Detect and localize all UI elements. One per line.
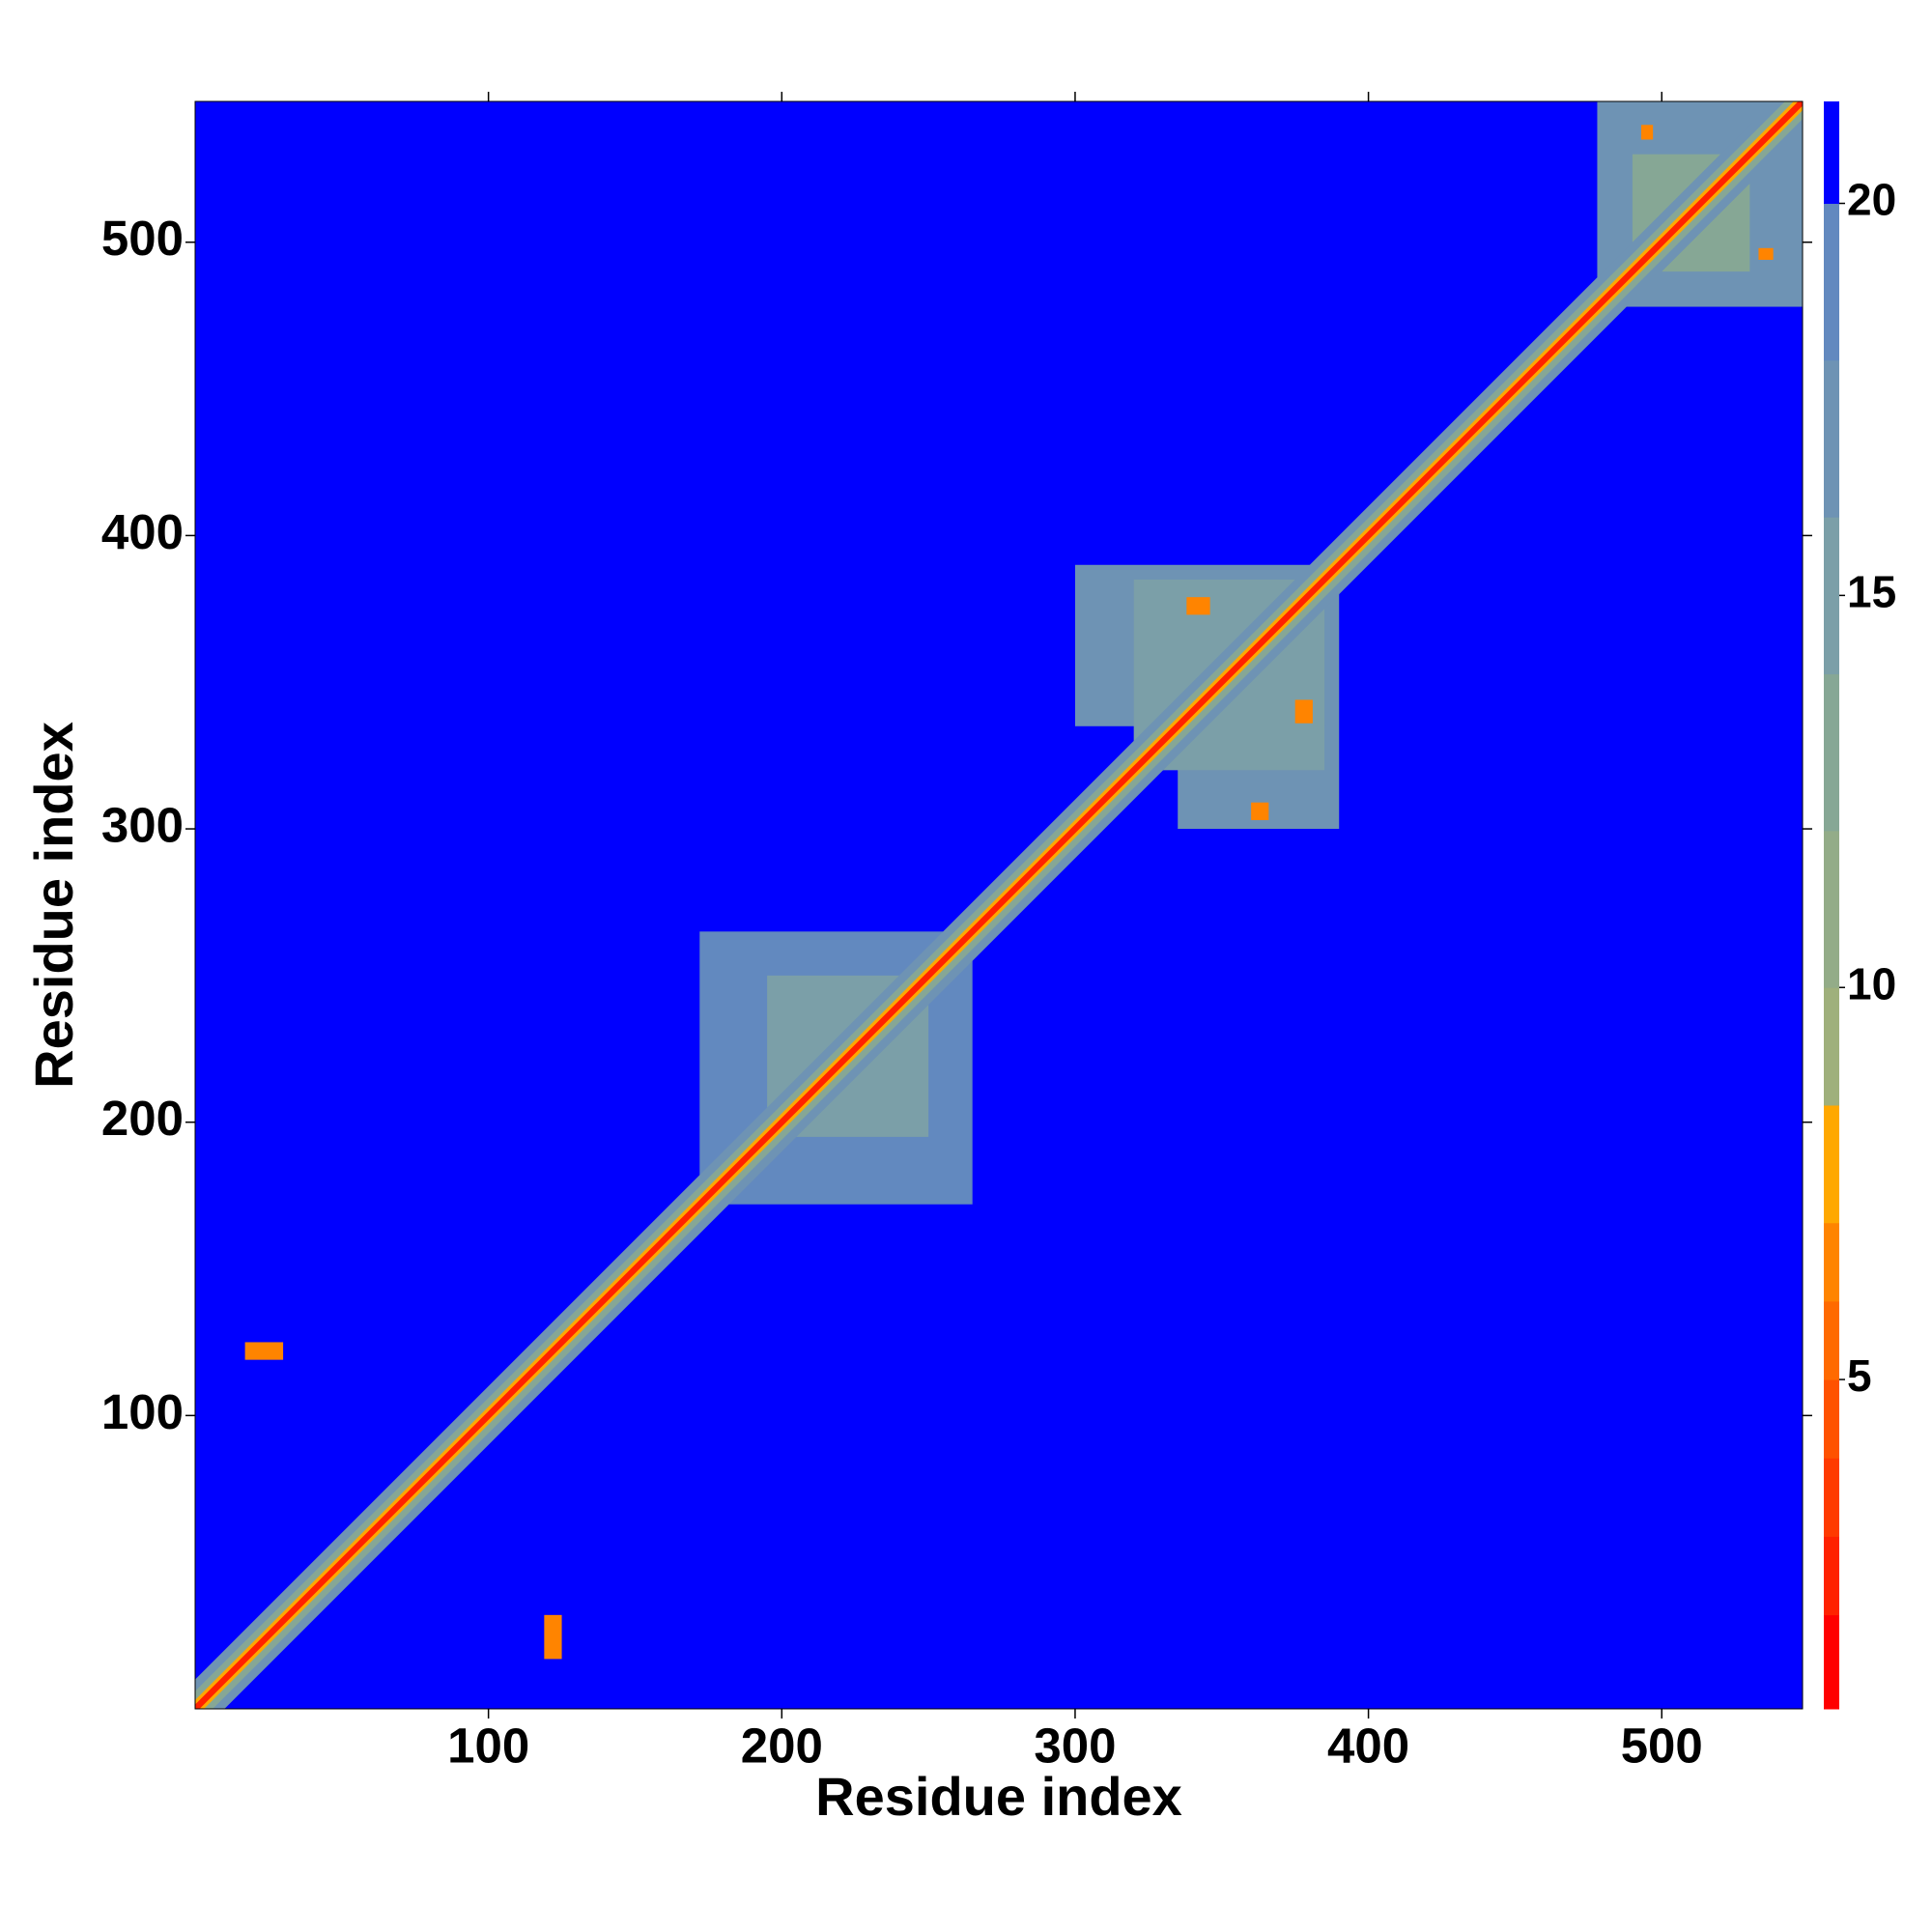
colorbar-segment (1824, 1614, 1839, 1710)
colorbar-segment (1824, 1104, 1839, 1224)
y-tick-label: 100 (101, 1384, 184, 1439)
colorbar-segment (1824, 1536, 1839, 1616)
region (1251, 802, 1269, 820)
colorbar-tick-label: 15 (1847, 567, 1896, 617)
y-tick-label: 400 (101, 504, 184, 559)
colorbar-segment (1824, 673, 1839, 832)
colorbar-tick-label: 10 (1847, 958, 1896, 1009)
colorbar-tick-label: 5 (1847, 1350, 1872, 1401)
colorbar-segment (1824, 1300, 1839, 1380)
y-axis-label: Residue index (23, 722, 84, 1089)
x-tick-label: 400 (1327, 1718, 1409, 1773)
y-tick-label: 500 (101, 211, 184, 266)
region (244, 1342, 284, 1360)
colorbar-segment (1824, 203, 1839, 361)
plot-area (195, 101, 1803, 1709)
colorbar-segment (1824, 987, 1839, 1106)
region (544, 1614, 562, 1660)
region (1640, 125, 1654, 140)
region (1186, 597, 1210, 615)
colorbar-tick-label: 20 (1847, 175, 1896, 225)
x-tick-label: 100 (447, 1718, 529, 1773)
colorbar-segment (1824, 830, 1839, 988)
colorbar-segment (1824, 1458, 1839, 1537)
colorbar-segment (1824, 101, 1839, 205)
colorbar-segment (1824, 517, 1839, 675)
plot-frame (194, 100, 1804, 1710)
colorbar-segment (1824, 359, 1839, 518)
x-axis-label: Residue index (815, 1766, 1182, 1827)
x-tick-label: 200 (741, 1718, 823, 1773)
x-tick-label: 500 (1621, 1718, 1703, 1773)
y-tick-label: 200 (101, 1091, 184, 1146)
region (1758, 247, 1774, 260)
y-tick-label: 300 (101, 798, 184, 853)
colorbar-segment (1824, 1222, 1839, 1302)
region (1294, 699, 1313, 724)
colorbar-segment (1824, 1379, 1839, 1459)
x-tick-label: 300 (1034, 1718, 1116, 1773)
diagonal-band (195, 101, 1803, 1709)
